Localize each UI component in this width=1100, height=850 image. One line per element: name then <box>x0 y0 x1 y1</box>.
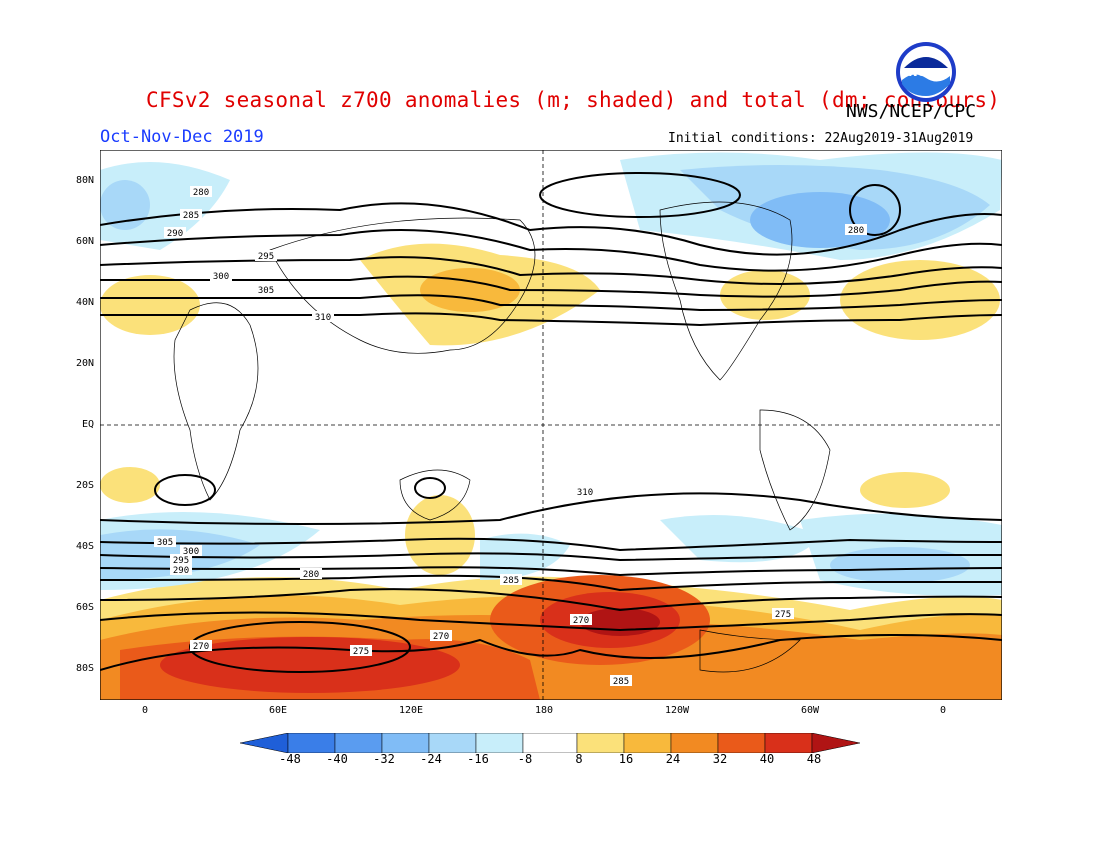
lat-label: 20N <box>75 358 94 369</box>
nh-contour-label: 290 <box>167 229 183 239</box>
lon-label: 120E <box>398 705 424 716</box>
lon-label: 180 <box>534 705 554 716</box>
sh-contour-label: 290 <box>173 566 189 576</box>
colorbar-label: 32 <box>712 752 728 766</box>
colorbar-label: -40 <box>326 752 348 766</box>
agency-label: NWS/NCEP/CPC <box>846 101 977 122</box>
colorbar-label: -24 <box>420 752 442 766</box>
colorbar-label: -32 <box>373 752 395 766</box>
season-label: Oct-Nov-Dec 2019 <box>100 127 264 147</box>
lat-label: 80S <box>75 663 94 674</box>
lon-label: 60W <box>800 705 820 716</box>
extra-contour-label: 270 <box>573 616 589 626</box>
lat-label: 20S <box>75 480 94 491</box>
noaa-logo-text: NOAA <box>908 66 944 79</box>
colorbar-left-arrow <box>240 733 289 753</box>
chart-title: CFSv2 seasonal z700 anomalies (m; shaded… <box>146 88 1001 112</box>
colorbar-label: 16 <box>618 752 634 766</box>
lon-label: 120W <box>664 705 690 716</box>
nh-contour-label: 285 <box>183 211 199 221</box>
sh-contour-label: 300 <box>183 547 199 557</box>
map-gridlines <box>100 150 1002 700</box>
sh-contour-label: 305 <box>157 538 173 548</box>
colorbar-label: -16 <box>467 752 489 766</box>
positive-anomaly-shading <box>100 243 1002 700</box>
colorbar-label: 48 <box>806 752 822 766</box>
lat-label: 40N <box>75 297 94 308</box>
noaa-logo-icon: NOAA <box>896 42 956 102</box>
nh-contour-label: 310 <box>315 313 331 323</box>
initial-conditions-label: Initial conditions: 22Aug2019-31Aug2019 <box>668 131 974 146</box>
sh-contour-label: 285 <box>503 576 519 586</box>
sh-contour-label: 275 <box>353 647 369 657</box>
sh-contour-label: 270 <box>193 642 209 652</box>
lat-label: 40S <box>75 541 94 552</box>
nh-contour-label: 300 <box>213 272 229 282</box>
extra-contour-label: 280 <box>848 226 864 236</box>
colorbar-label: 24 <box>665 752 681 766</box>
map-panel: 280 285 290 295 300 305 310 310 305 300 … <box>99 149 1003 701</box>
sh-contour-label: 295 <box>173 556 189 566</box>
coastlines <box>173 201 831 673</box>
sh-contour-label: 280 <box>303 570 319 580</box>
extra-contour-label: 275 <box>775 610 791 620</box>
colorbar-label: 40 <box>759 752 775 766</box>
sh-contour-label: 310 <box>577 488 593 498</box>
extra-contour-label: 270 <box>433 632 449 642</box>
height-contours <box>99 172 1003 673</box>
colorbar-label: -48 <box>279 752 301 766</box>
lon-label: 60E <box>268 705 288 716</box>
contour-label-group: 280 285 290 295 300 305 310 310 305 300 … <box>154 186 867 687</box>
nh-labels: 280 285 290 295 300 305 310 <box>164 186 334 323</box>
lat-label: 60S <box>75 602 94 613</box>
sh-labels: 310 305 300 295 290 285 280 275 270 <box>154 486 596 657</box>
colorbar-right-arrow <box>811 733 860 753</box>
colorbar-label: 8 <box>575 752 583 766</box>
colorbar <box>240 733 860 753</box>
lat-label: 60N <box>75 236 94 247</box>
extra-contour-label: 285 <box>613 677 629 687</box>
nh-contour-label: 295 <box>258 252 274 262</box>
nh-contour-label: 305 <box>258 286 274 296</box>
colorbar-label: -8 <box>517 752 533 766</box>
lon-label: 0 <box>939 705 947 716</box>
anomaly-map: 280 285 290 295 300 305 310 310 305 300 … <box>99 149 1003 701</box>
nh-contour-label: 280 <box>193 188 209 198</box>
extra-labels: 270 270 285 280 275 <box>430 224 867 687</box>
lon-label: 0 <box>141 705 149 716</box>
lat-label: EQ <box>81 419 94 430</box>
lat-label: 80N <box>75 175 94 186</box>
